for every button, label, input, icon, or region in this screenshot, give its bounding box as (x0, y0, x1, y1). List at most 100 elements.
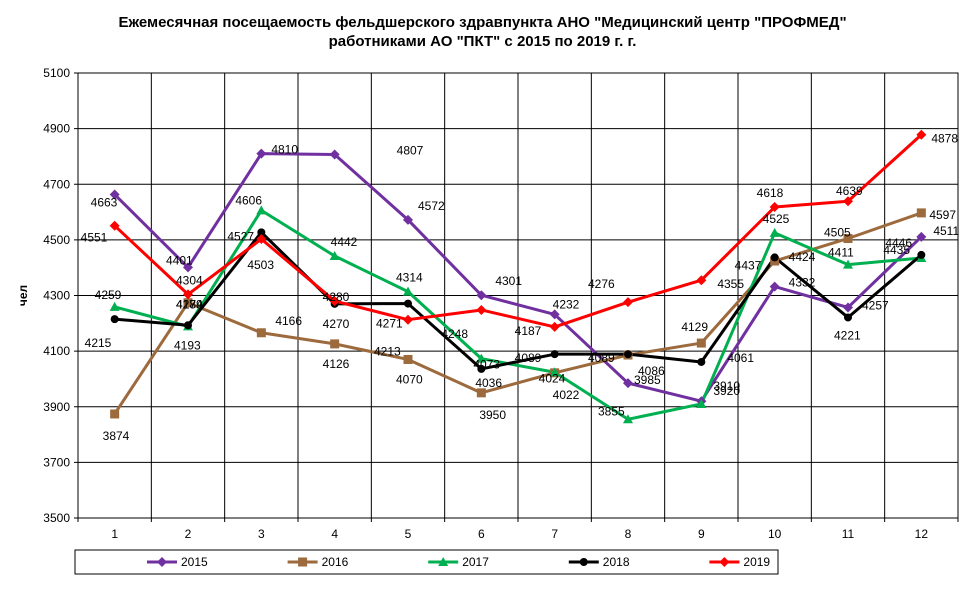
data-point-2018-9 (697, 357, 706, 366)
data-point-2015-4 (329, 149, 340, 160)
data-point-2018-2 (184, 321, 192, 330)
data-point-2017-3 (256, 205, 267, 215)
data-label-2016-3: 4166 (275, 314, 302, 328)
data-label-2018-2: 4193 (174, 338, 201, 352)
x-tick-label: 9 (698, 527, 705, 541)
y-tick-label: 4500 (43, 233, 70, 247)
x-tick-label: 12 (915, 527, 929, 541)
data-point-2015-7 (549, 309, 560, 320)
legend-marker-2018 (579, 558, 588, 566)
data-label-2015-3: 4810 (271, 143, 298, 157)
y-tick-label: 4900 (43, 122, 70, 136)
data-label-2015-2: 4401 (166, 253, 193, 267)
chart-title-line-1: Ежемесячная посещаемость фельдшерского з… (118, 14, 847, 31)
data-label-2016-1: 3874 (103, 429, 130, 443)
data-label-2015-11: 4257 (862, 298, 889, 312)
data-point-2017-9 (696, 398, 707, 408)
data-label-2015-8: 3985 (634, 373, 661, 387)
x-tick-label: 5 (405, 527, 412, 541)
data-point-2015-5 (403, 214, 413, 225)
y-tick-label: 4300 (43, 289, 70, 303)
data-point-2016-11 (843, 233, 853, 243)
data-point-2018-3 (257, 228, 266, 237)
data-label-2016-6: 3950 (479, 408, 506, 422)
data-label-2017-4: 4442 (331, 235, 358, 249)
data-label-2016-5: 4070 (396, 372, 423, 386)
data-label-2017-7: 4024 (539, 371, 566, 385)
data-point-2018-1 (110, 315, 119, 324)
legend-label-2017: 2017 (462, 555, 489, 569)
data-label-2018-4: 4270 (323, 317, 350, 331)
data-label-2019-11: 4639 (836, 184, 863, 198)
data-point-2019-8 (623, 297, 633, 308)
data-point-2019-1 (109, 220, 120, 231)
data-label-2019-5: 4213 (374, 345, 401, 359)
legend-marker-2015 (157, 557, 167, 567)
data-point-2016-1 (110, 409, 120, 419)
data-label-2019-10: 4618 (757, 186, 784, 200)
data-point-2017-7 (549, 367, 560, 377)
data-label-2019-7: 4187 (515, 324, 542, 338)
data-label-2016-10: 4424 (789, 250, 816, 264)
y-tick-label: 3900 (43, 400, 70, 414)
data-label-2019-9: 4355 (717, 277, 744, 291)
data-point-2016-9 (696, 338, 706, 348)
data-label-2015-1: 4663 (91, 196, 118, 210)
legend-label-2019: 2019 (743, 555, 770, 569)
x-tick-label: 3 (258, 527, 265, 541)
y-tick-label: 5100 (43, 66, 70, 80)
data-point-2018-12 (917, 250, 926, 259)
data-label-2017-5: 4314 (396, 271, 423, 285)
data-label-2015-6: 4301 (495, 274, 522, 288)
data-point-2015-1 (109, 189, 120, 200)
series-line-2015 (113, 152, 923, 403)
data-point-2017-1 (109, 301, 120, 311)
data-point-2015-3 (256, 148, 267, 159)
data-label-2018-10: 4437 (735, 258, 762, 272)
data-label-2017-8: 3855 (598, 404, 625, 418)
data-label-2016-4: 4126 (323, 357, 350, 371)
x-tick-label: 6 (478, 527, 485, 541)
legend-label-2015: 2015 (181, 555, 208, 569)
data-point-2015-12 (916, 231, 927, 242)
data-point-2019-11 (843, 196, 853, 207)
data-label-2017-9: 3910 (713, 379, 740, 393)
data-point-2017-5 (403, 286, 413, 296)
data-label-2019-6: 4248 (441, 327, 468, 341)
data-label-2019-4: 4280 (323, 290, 350, 304)
data-point-2017-10 (769, 227, 780, 237)
data-label-2018-6: 4036 (475, 376, 502, 390)
data-point-2016-3 (256, 328, 266, 338)
data-label-2017-1: 4259 (95, 288, 122, 302)
data-point-2016-4 (330, 339, 340, 349)
data-label-2017-2: 4189 (176, 297, 203, 311)
data-point-2016-12 (916, 208, 926, 218)
data-point-2015-2 (183, 262, 193, 273)
y-tick-label: 3700 (43, 455, 70, 469)
data-point-2018-5 (404, 299, 412, 308)
data-point-2016-5 (403, 354, 413, 364)
data-label-2016-7: 4022 (553, 388, 580, 402)
data-label-2019-1: 4551 (81, 231, 108, 245)
data-point-2017-8 (623, 414, 633, 424)
data-label-2016-2: 4274 (176, 298, 203, 312)
data-point-2018-11 (844, 313, 852, 322)
data-point-2017-4 (329, 251, 340, 261)
chart-title-line-2: работниками АО "ПКТ" с 2015 по 2019 г. г… (328, 33, 637, 50)
data-point-2016-2 (183, 298, 193, 308)
data-label-2019-3: 4503 (247, 258, 274, 272)
data-point-2015-6 (476, 290, 487, 301)
series-line-2019 (113, 133, 923, 329)
data-label-2015-5: 4572 (418, 199, 445, 213)
data-label-2018-5: 4271 (376, 317, 403, 331)
data-label-2019-8: 4276 (588, 277, 615, 291)
data-point-2018-6 (477, 364, 486, 373)
data-point-2018-8 (624, 350, 632, 359)
x-tick-label: 1 (111, 527, 118, 541)
data-label-2016-12: 4597 (929, 208, 956, 222)
y-axis-label: чел (16, 285, 30, 306)
y-tick-label: 4700 (43, 177, 70, 191)
data-point-2015-10 (769, 281, 780, 292)
